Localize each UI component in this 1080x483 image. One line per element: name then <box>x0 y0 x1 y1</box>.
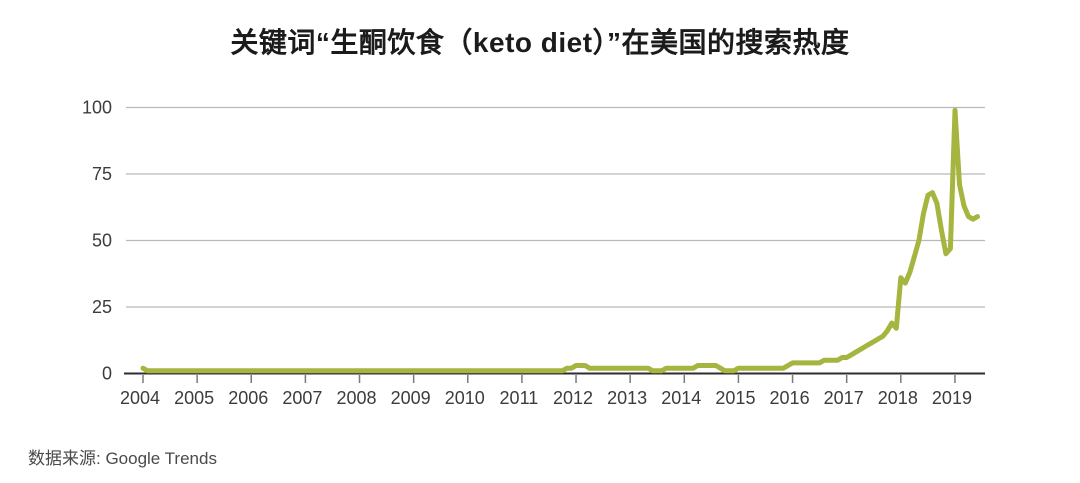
x-tick-label: 2011 <box>500 388 539 408</box>
x-tick-label: 2009 <box>391 388 431 408</box>
x-tick-label: 2015 <box>715 388 755 408</box>
x-tick-label: 2014 <box>661 388 701 408</box>
x-tick-label: 2006 <box>228 388 268 408</box>
y-tick-label: 75 <box>92 164 112 184</box>
y-tick-label: 25 <box>92 297 112 317</box>
x-tick-label: 2017 <box>824 388 864 408</box>
x-tick-label: 2019 <box>932 388 972 408</box>
x-tick-label: 2010 <box>445 388 485 408</box>
x-tick-label: 2018 <box>878 388 918 408</box>
trend-line <box>140 107 980 374</box>
y-tick-label: 100 <box>82 98 112 118</box>
x-tick-label: 2005 <box>174 388 214 408</box>
chart-title: 关键词“生酮饮食（keto diet）”在美国的搜索热度 <box>230 27 850 58</box>
x-tick-label: 2012 <box>553 388 593 408</box>
x-tick-label: 2004 <box>120 388 160 408</box>
x-tick-label: 2016 <box>770 388 810 408</box>
y-tick-label: 50 <box>92 231 112 251</box>
x-tick-label: 2007 <box>282 388 322 408</box>
x-tick-label: 2013 <box>607 388 647 408</box>
x-tick-label: 2008 <box>336 388 376 408</box>
data-source-label: 数据来源: Google Trends <box>28 449 217 468</box>
y-tick-label: 0 <box>102 364 112 384</box>
